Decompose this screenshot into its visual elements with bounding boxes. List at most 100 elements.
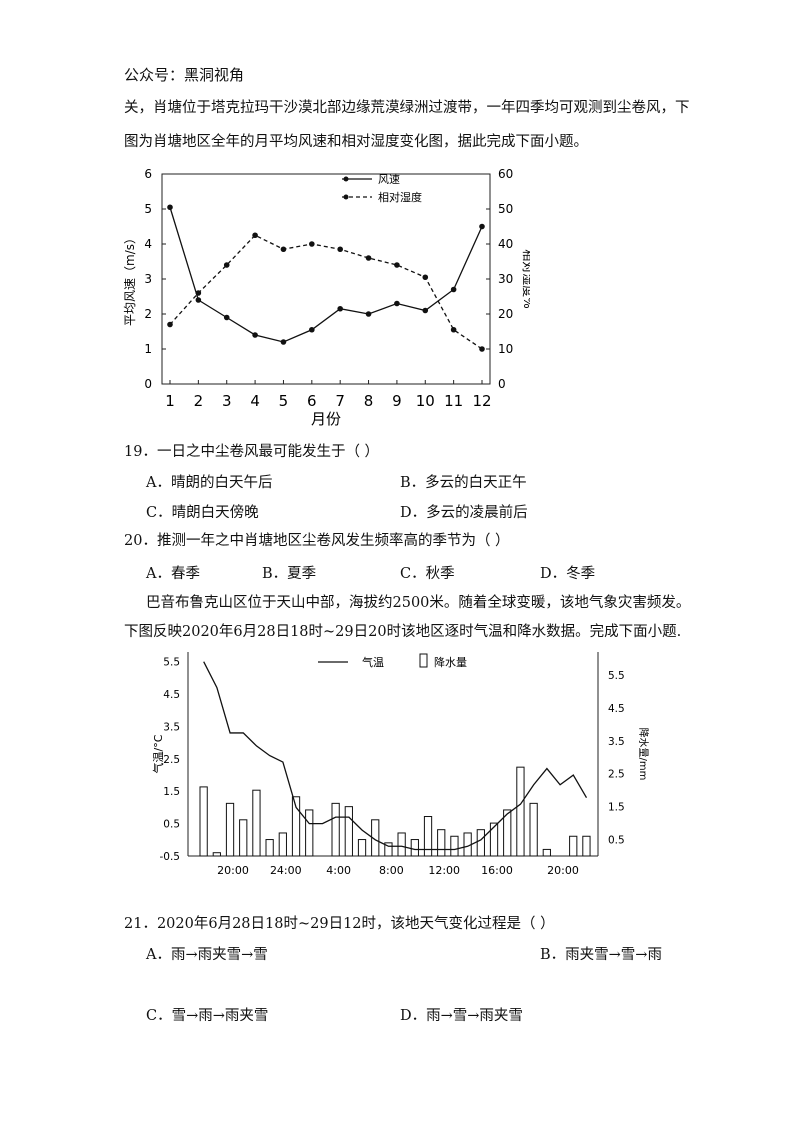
series-1-point bbox=[365, 311, 372, 317]
q21-option-a[interactable]: A．雨→雨夹雪→雪 bbox=[146, 947, 268, 963]
q20-option-b[interactable]: B．夏季 bbox=[262, 566, 317, 582]
x-tick-label: 4:00 bbox=[326, 864, 351, 877]
x-tick-label: 24:00 bbox=[270, 864, 302, 877]
series-2-point bbox=[223, 262, 230, 268]
q19-option-c[interactable]: C．晴朗白天傍晚 bbox=[146, 505, 259, 521]
precip-bar bbox=[529, 802, 538, 857]
q21-option-d[interactable]: D．雨→雪→雨夹雪 bbox=[400, 1008, 523, 1024]
right-tick-label: 0.5 bbox=[608, 835, 625, 847]
intro2-line-2: 下图反映2020年6月28日18时~29日20时该地区逐时气温和降水数据。完成下… bbox=[124, 624, 682, 640]
series-line-1 bbox=[169, 207, 483, 343]
legend-marker-2 bbox=[343, 194, 349, 200]
precip-bar bbox=[252, 789, 261, 857]
series-1-point bbox=[337, 305, 343, 312]
right-tick-label: 10 bbox=[498, 342, 513, 356]
precip-bar bbox=[371, 819, 380, 857]
legend-bar-precip bbox=[419, 653, 428, 668]
x-tick-label: 4 bbox=[250, 392, 260, 410]
precip-bar bbox=[410, 839, 419, 857]
q20-stem: 20．推测一年之中肖塘地区尘卷风发生频率高的季节为（ ） bbox=[124, 533, 510, 549]
precip-bar bbox=[344, 806, 353, 857]
series-2-point bbox=[167, 321, 173, 328]
x-tick-label: 5 bbox=[279, 392, 289, 410]
precip-bar bbox=[542, 848, 551, 857]
q21-stem: 21．2020年6月28日18时~29日12时，该地天气变化过程是（ ） bbox=[124, 916, 555, 932]
series-2-point bbox=[252, 232, 258, 239]
right-tick-label: 3.5 bbox=[608, 736, 625, 748]
x-tick-label: 12:00 bbox=[428, 864, 460, 877]
precip-bar bbox=[199, 786, 208, 857]
x-tick-label: 7 bbox=[335, 392, 345, 410]
precip-bar bbox=[305, 809, 314, 857]
x-tick-label: 8 bbox=[364, 392, 374, 410]
series-line-2 bbox=[169, 234, 483, 350]
x-tick-label: 20:00 bbox=[547, 864, 579, 877]
precip-bar bbox=[437, 829, 446, 857]
precip-bar bbox=[278, 832, 287, 857]
x-tick-label: 16:00 bbox=[481, 864, 513, 877]
right-tick-label: 20 bbox=[498, 307, 513, 321]
precip-bar bbox=[397, 832, 406, 857]
watermark-text: 公众号：黑洞视角 bbox=[124, 66, 245, 84]
q19-option-d[interactable]: D．多云的凌晨前后 bbox=[400, 505, 528, 521]
plot-frame bbox=[161, 173, 491, 385]
q21-option-c[interactable]: C．雪→雨→雨夹雪 bbox=[146, 1008, 269, 1024]
x-tick-label: 11 bbox=[444, 392, 463, 410]
left-tick-label: 1 bbox=[144, 342, 152, 356]
precip-bar bbox=[516, 766, 525, 857]
precip-bar bbox=[489, 822, 499, 857]
right-tick-label: 50 bbox=[498, 202, 513, 216]
q19-option-a[interactable]: A．晴朗的白天午后 bbox=[146, 475, 273, 491]
left-tick-label: 0.5 bbox=[163, 819, 180, 831]
precip-bar bbox=[331, 802, 340, 857]
right-tick-label: 4.5 bbox=[608, 703, 625, 715]
series-1-point bbox=[422, 307, 429, 314]
series-1-point bbox=[195, 297, 202, 303]
precip-bar bbox=[582, 835, 591, 857]
intro-line-1: 关，肖塘位于塔克拉玛干沙漠北部边缘荒漠绿洲过渡带，一年四季均可观测到尘卷风，下 bbox=[124, 100, 690, 116]
x-tick-label: 8:00 bbox=[379, 864, 404, 877]
series-1-point bbox=[280, 339, 287, 345]
series-2-point bbox=[309, 241, 315, 247]
q19-option-b[interactable]: B．多云的白天正午 bbox=[400, 475, 527, 491]
precip-bar bbox=[569, 835, 578, 857]
precip-bar bbox=[225, 802, 235, 857]
left-tick-label: 5 bbox=[144, 202, 152, 216]
precip-bar bbox=[423, 816, 433, 857]
legend-label-precip: 降水量 bbox=[434, 655, 467, 669]
x-tick-label: 2 bbox=[194, 392, 204, 410]
left-tick-label: -0.5 bbox=[160, 851, 181, 863]
series-2-point bbox=[365, 255, 372, 261]
left-tick-label: 3 bbox=[144, 272, 152, 286]
precip-bar bbox=[450, 835, 459, 857]
precip-bar bbox=[212, 852, 221, 857]
x-tick-label: 12 bbox=[472, 392, 491, 410]
series-2-point bbox=[422, 274, 429, 281]
x-tick-label: 20:00 bbox=[217, 864, 249, 877]
series-1-point bbox=[450, 286, 457, 293]
q19-stem: 19．一日之中尘卷风最可能发生于（ ） bbox=[124, 444, 380, 460]
series-2-point bbox=[450, 326, 457, 333]
q21-option-b[interactable]: B．雨夹雪→雪→雨 bbox=[540, 947, 662, 963]
intro-line-2: 图为肖塘地区全年的月平均风速和相对湿度变化图，据此完成下面小题。 bbox=[124, 134, 588, 150]
series-2-point bbox=[195, 290, 202, 296]
series-2-point bbox=[394, 262, 400, 268]
left-tick-label: 3.5 bbox=[163, 721, 180, 733]
left-tick-label: 2.5 bbox=[163, 754, 180, 766]
q20-option-a[interactable]: A．春季 bbox=[146, 566, 200, 582]
precip-bar bbox=[476, 829, 485, 857]
q20-option-c[interactable]: C．秋季 bbox=[400, 566, 455, 582]
right-tick-label: 5.5 bbox=[608, 670, 625, 682]
precip-bar bbox=[291, 796, 301, 857]
x-tick-label: 1 bbox=[165, 392, 175, 410]
right-tick-label: 0 bbox=[498, 377, 506, 391]
series-1-point bbox=[223, 314, 230, 321]
intro2-line-1: 巴音布鲁克山区位于天山中部，海拔约2500米。随着全球变暖，该地气象灾害频发。 bbox=[146, 595, 691, 611]
q20-option-d[interactable]: D．冬季 bbox=[540, 566, 596, 582]
x-tick-label: 10 bbox=[416, 392, 435, 410]
left-tick-label: 0 bbox=[144, 377, 152, 391]
series-2-point bbox=[337, 246, 343, 253]
legend-marker-1 bbox=[343, 176, 349, 182]
precip-bar bbox=[503, 809, 512, 857]
x-tick-label: 3 bbox=[222, 392, 232, 410]
